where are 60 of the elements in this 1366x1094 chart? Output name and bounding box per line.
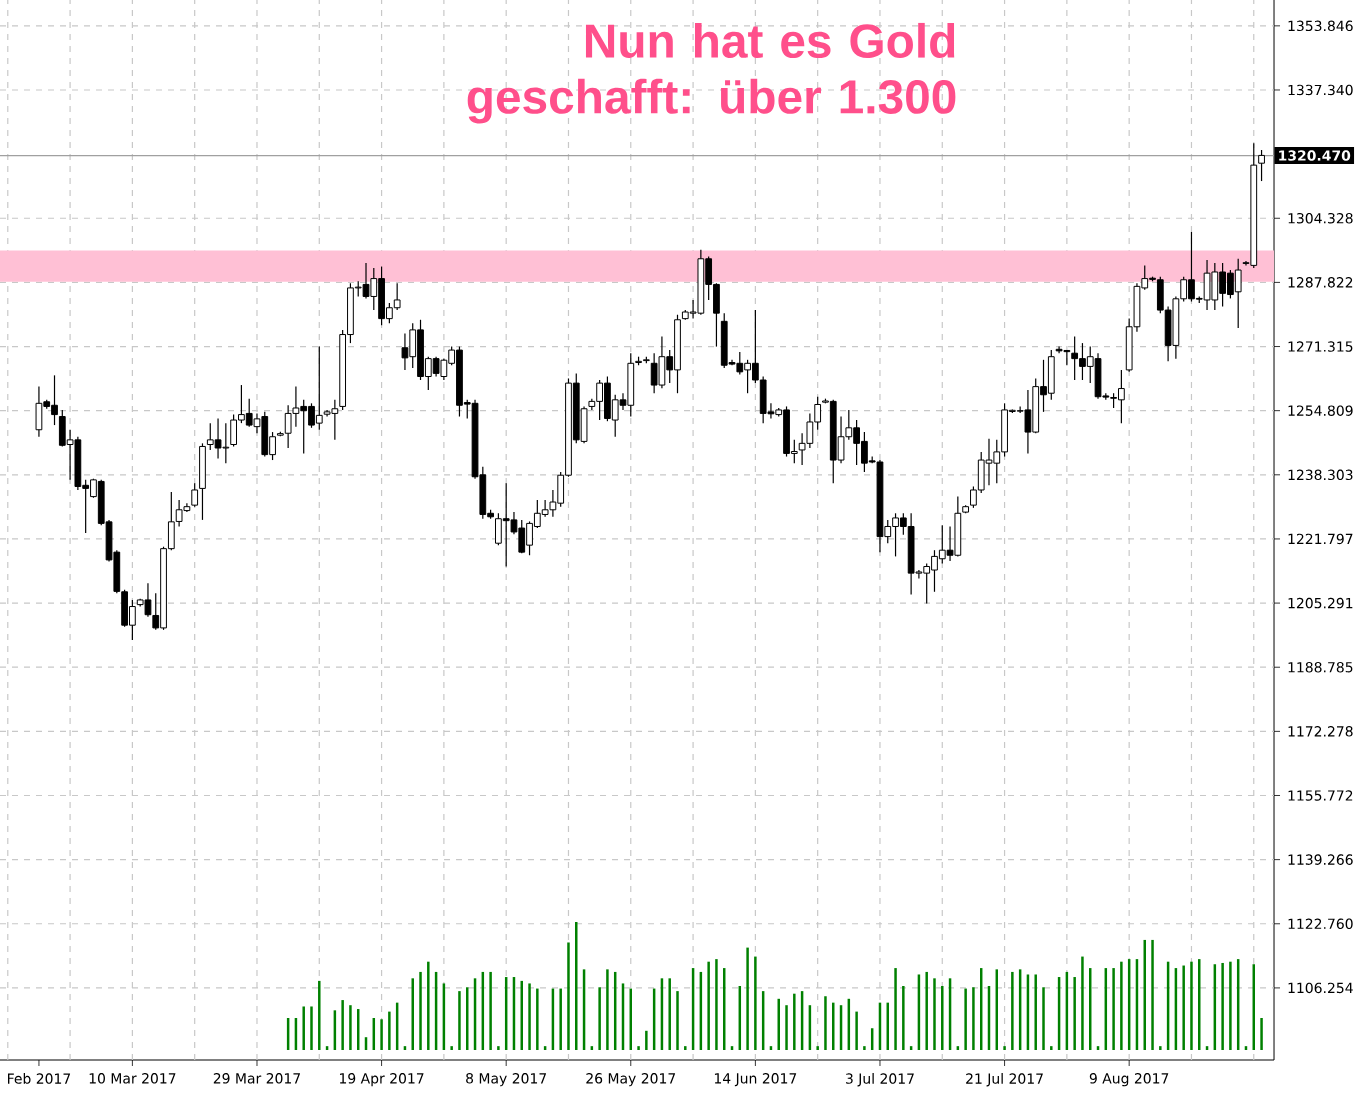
candlestick	[744, 359, 751, 394]
candlestick	[650, 352, 658, 394]
candlestick	[627, 352, 635, 418]
candlestick	[1227, 269, 1234, 300]
candlestick	[892, 512, 899, 558]
candlestick	[853, 419, 860, 466]
candlestick	[214, 417, 222, 460]
candlestick	[736, 351, 744, 376]
candlestick	[1071, 335, 1079, 381]
candlestick	[199, 442, 206, 521]
text: Nun hat es Gold geschafft: über 1.300	[467, 22, 956, 124]
candlestick	[1258, 149, 1265, 182]
candlestick	[417, 319, 424, 381]
candlestick	[393, 282, 401, 311]
candlestick	[35, 386, 43, 438]
candlestick	[518, 519, 526, 554]
candlestick	[51, 374, 58, 426]
candlestick	[985, 438, 993, 486]
candlestick	[861, 431, 868, 473]
candlestick	[1219, 262, 1226, 308]
candlestick	[370, 267, 378, 311]
candlestick	[907, 512, 915, 596]
candlestick	[432, 356, 440, 378]
candlestick	[191, 482, 199, 508]
candlestick	[954, 495, 962, 558]
candlestick	[409, 322, 417, 369]
candlestick	[1063, 349, 1071, 366]
candlestick	[1079, 342, 1086, 381]
candlestick	[1094, 352, 1102, 400]
candlestick	[923, 562, 931, 605]
candlestick	[1188, 231, 1195, 303]
candlestick	[931, 549, 938, 593]
candlestick	[74, 436, 82, 491]
candlestick	[1211, 262, 1219, 311]
candlestick	[378, 265, 385, 326]
candlestick	[222, 422, 230, 464]
candlestick	[720, 312, 728, 369]
candlestick	[938, 524, 946, 565]
candlestick	[1203, 259, 1211, 311]
candlestick	[230, 413, 237, 448]
candlestick	[129, 599, 136, 641]
candlestick	[1118, 369, 1125, 424]
candlestick	[1001, 402, 1008, 458]
candlestick	[604, 375, 611, 422]
candlestick	[245, 398, 253, 428]
candlestick	[362, 262, 370, 300]
candlestick	[502, 482, 510, 568]
candlestick	[206, 422, 214, 451]
candlestick	[308, 402, 315, 429]
candlestick	[1234, 258, 1242, 329]
candlestick	[315, 345, 323, 431]
candlestick	[261, 411, 269, 458]
candlestick	[596, 379, 604, 421]
candlestick	[526, 520, 533, 556]
candlestick	[1024, 389, 1032, 455]
candlestick	[658, 335, 666, 389]
candlestick	[495, 512, 502, 546]
candlestick	[783, 405, 790, 458]
candlestick	[1047, 349, 1055, 401]
candlestick	[401, 332, 409, 371]
